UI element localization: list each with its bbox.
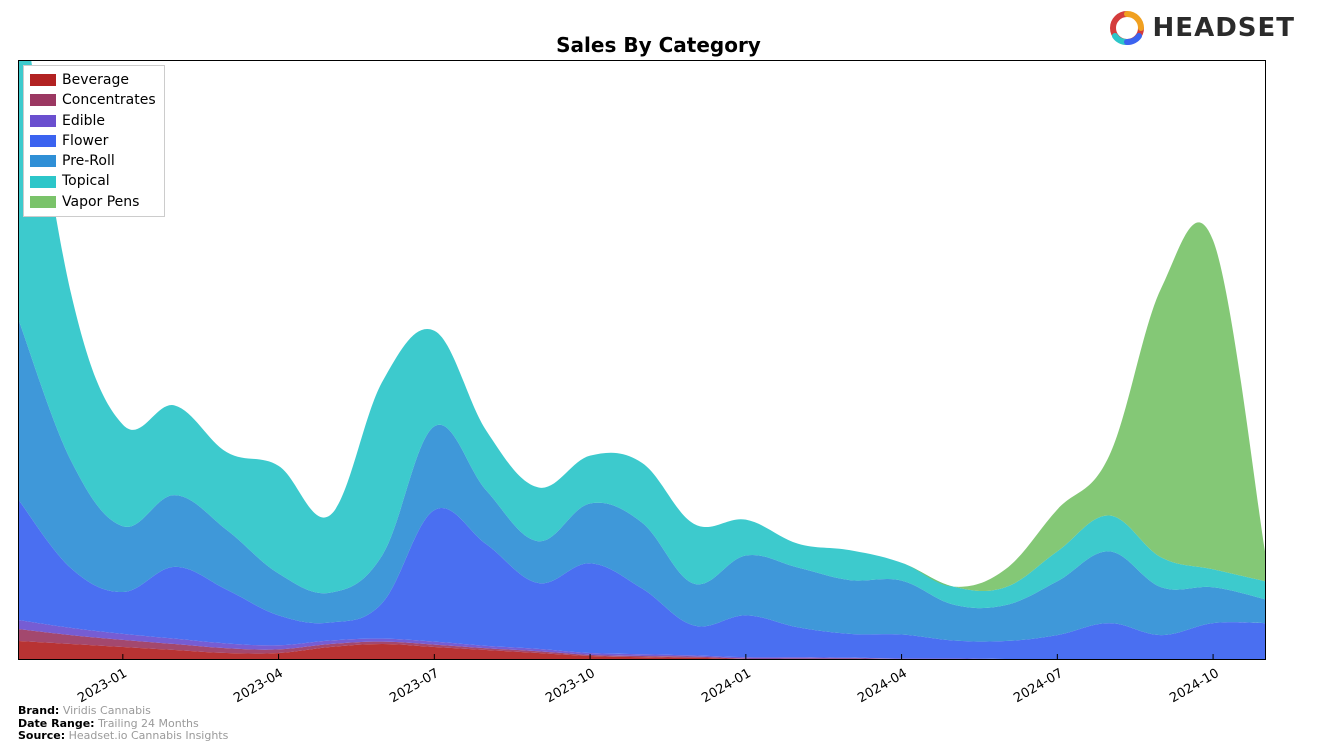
legend-item: Flower — [30, 131, 156, 151]
x-axis-label: 2023-10 — [543, 666, 598, 706]
x-axis-label: 2023-04 — [231, 666, 286, 706]
x-axis-label: 2023-07 — [387, 666, 442, 706]
footer-daterange-value: Trailing 24 Months — [98, 717, 199, 730]
legend-swatch — [30, 196, 56, 208]
stacked-area-chart — [19, 61, 1265, 659]
legend-label: Concentrates — [62, 90, 156, 110]
legend-item: Concentrates — [30, 90, 156, 110]
chart-footer: Brand: Viridis Cannabis Date Range: Trai… — [18, 705, 228, 743]
legend-label: Flower — [62, 131, 108, 151]
x-axis-label: 2024-01 — [699, 666, 754, 706]
footer-source-value: Headset.io Cannabis Insights — [69, 729, 229, 742]
x-axis-label: 2024-07 — [1011, 666, 1066, 706]
x-axis-label: 2024-04 — [855, 666, 910, 706]
legend-item: Edible — [30, 111, 156, 131]
legend-swatch — [30, 94, 56, 106]
legend-label: Beverage — [62, 70, 129, 90]
legend-item: Beverage — [30, 70, 156, 90]
footer-brand-label: Brand: — [18, 704, 59, 717]
plot-area: BeverageConcentratesEdibleFlowerPre-Roll… — [18, 60, 1266, 660]
x-axis-label: 2023-01 — [75, 666, 130, 706]
legend-label: Edible — [62, 111, 105, 131]
legend-swatch — [30, 135, 56, 147]
legend-label: Vapor Pens — [62, 192, 139, 212]
x-axis-label: 2024-10 — [1167, 666, 1222, 706]
footer-source-label: Source: — [18, 729, 65, 742]
legend-swatch — [30, 155, 56, 167]
legend-label: Pre-Roll — [62, 151, 115, 171]
legend: BeverageConcentratesEdibleFlowerPre-Roll… — [23, 65, 165, 217]
legend-swatch — [30, 115, 56, 127]
legend-label: Topical — [62, 171, 110, 191]
legend-item: Pre-Roll — [30, 151, 156, 171]
footer-daterange-label: Date Range: — [18, 717, 95, 730]
legend-item: Vapor Pens — [30, 192, 156, 212]
legend-item: Topical — [30, 171, 156, 191]
chart-title: Sales By Category — [0, 33, 1317, 57]
legend-swatch — [30, 176, 56, 188]
footer-brand-value: Viridis Cannabis — [63, 704, 151, 717]
legend-swatch — [30, 74, 56, 86]
